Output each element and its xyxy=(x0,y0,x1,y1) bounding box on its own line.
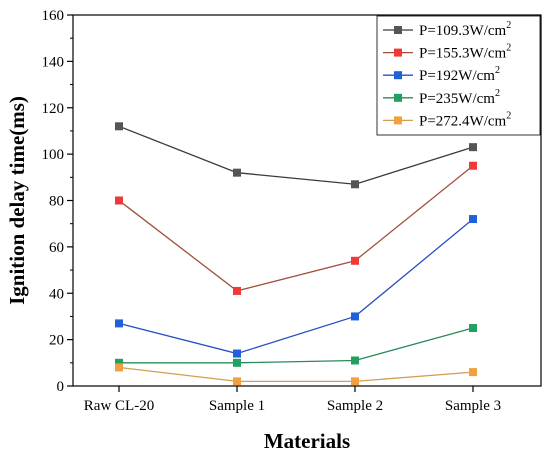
y-tick-label: 160 xyxy=(42,8,65,24)
legend-label-superscript: 2 xyxy=(495,88,500,99)
y-tick-label: 40 xyxy=(49,286,64,302)
y-tick-label: 20 xyxy=(49,333,64,349)
data-point xyxy=(469,143,477,152)
legend-marker xyxy=(394,26,402,34)
legend-label: P=192W/cm2 xyxy=(419,65,500,84)
x-axis: Raw CL-20 Sample 1 Sample 2 Sample 3 xyxy=(84,386,501,414)
x-tick-label: Raw CL-20 xyxy=(84,398,154,414)
data-point xyxy=(351,356,359,365)
series-line xyxy=(119,327,474,364)
series-points xyxy=(115,122,477,386)
y-tick-label: 0 xyxy=(57,379,65,395)
legend-label: P=235W/cm2 xyxy=(419,88,500,107)
data-point xyxy=(233,377,241,386)
data-point xyxy=(115,196,123,205)
legend-label-superscript: 2 xyxy=(506,43,511,54)
series-line xyxy=(118,165,474,292)
legend-marker xyxy=(394,71,402,80)
data-point xyxy=(351,256,359,265)
data-point xyxy=(351,312,359,321)
series-line xyxy=(118,218,474,355)
data-point xyxy=(115,122,123,131)
legend-marker xyxy=(394,48,402,57)
y-axis-title: Ignition delay time(ms) xyxy=(5,96,29,305)
data-point xyxy=(469,215,477,224)
data-point xyxy=(469,324,477,333)
data-point xyxy=(115,363,123,372)
legend-label: P=272.4W/cm2 xyxy=(419,110,511,129)
series-lines xyxy=(118,125,474,383)
data-point xyxy=(351,180,359,189)
data-point xyxy=(233,286,241,295)
series-line xyxy=(118,366,474,383)
data-point xyxy=(233,358,241,367)
legend-marker xyxy=(394,93,402,102)
data-point xyxy=(233,349,241,358)
x-tick-label: Sample 3 xyxy=(445,398,501,414)
x-tick-label: Sample 2 xyxy=(327,398,383,414)
data-point xyxy=(115,358,123,367)
legend-label: P=109.3W/cm2 xyxy=(419,20,511,39)
y-tick-label: 100 xyxy=(42,147,65,163)
series-line xyxy=(118,125,474,185)
data-point xyxy=(233,168,241,177)
legend-label-superscript: 2 xyxy=(495,65,500,76)
data-point xyxy=(469,161,477,170)
legend-label: P=155.3W/cm2 xyxy=(419,43,511,62)
legend-marker xyxy=(394,116,402,125)
data-point xyxy=(115,319,123,328)
y-tick-label: 120 xyxy=(42,101,65,117)
data-point xyxy=(351,377,359,386)
y-axis: 0 20 40 60 80 100 120 140 160 xyxy=(42,8,73,395)
x-tick-label: Sample 1 xyxy=(209,398,265,414)
y-tick-label: 60 xyxy=(49,240,64,256)
legend-label-superscript: 2 xyxy=(506,20,511,31)
y-tick-label: 140 xyxy=(42,54,65,70)
x-axis-title: Materials xyxy=(264,429,350,453)
legend: P=109.3W/cm2 P=155.3W/cm2 P=192W/cm2 P=235W… xyxy=(376,15,541,136)
legend-label-superscript: 2 xyxy=(506,110,511,121)
y-tick-label: 80 xyxy=(49,194,64,210)
data-point xyxy=(469,368,477,377)
